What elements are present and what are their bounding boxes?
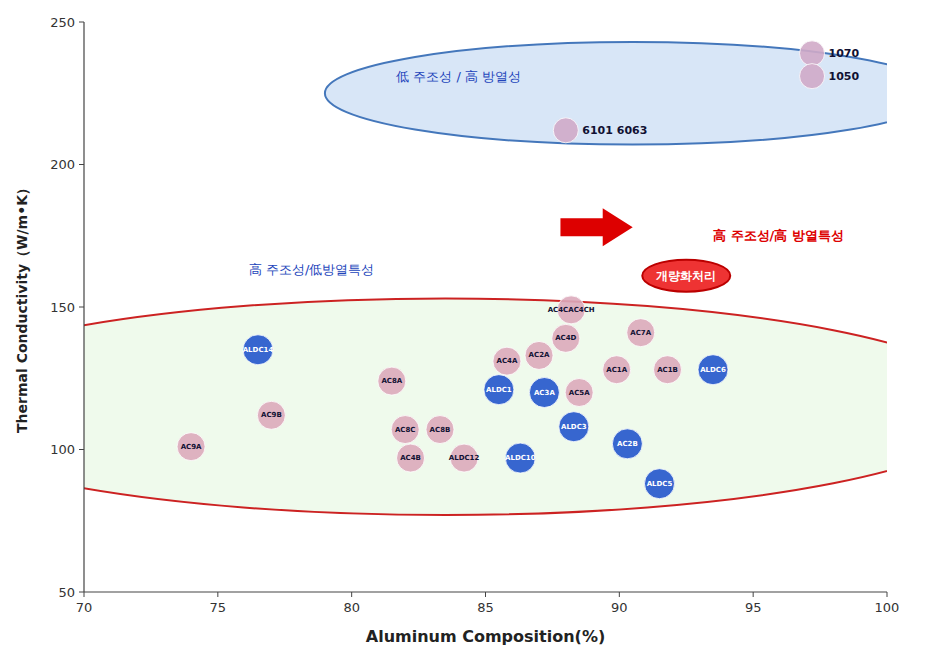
x-tick [887, 592, 888, 597]
point [800, 41, 825, 66]
point-label: ALDC10 [505, 454, 536, 462]
point-label: ALDC6 [700, 366, 726, 374]
x-tick [485, 592, 486, 597]
point-label: AC8A [381, 377, 402, 385]
point [559, 412, 589, 442]
x-tick [84, 592, 85, 597]
point-label: ALDC14 [243, 346, 274, 354]
point [391, 416, 419, 444]
x-tick-label: 70 [76, 600, 93, 615]
x-tick-label: 100 [875, 600, 900, 615]
point-label: AC4CAC4CH [548, 306, 595, 314]
y-tick [79, 164, 84, 165]
plot-area [84, 41, 887, 515]
y-axis-label: Thermal Conductivity（W/m•K） [14, 181, 30, 433]
point [426, 416, 454, 444]
y-tick-label: 200 [50, 157, 75, 172]
point [644, 469, 674, 499]
point [493, 347, 521, 375]
y-tick [79, 449, 84, 450]
series [243, 335, 728, 499]
series [177, 296, 681, 472]
point [552, 324, 580, 352]
point [484, 375, 514, 405]
x-axis-label: Aluminum Composition(%) [366, 627, 605, 646]
point-label: AC1B [657, 366, 678, 374]
x-tick [217, 592, 218, 597]
point [698, 355, 728, 385]
point-label: AC4D [555, 334, 576, 342]
point-label: ALDC5 [647, 480, 673, 488]
point [654, 356, 682, 384]
point [378, 367, 406, 395]
point-label: AC7A [630, 329, 651, 337]
point-label: AC4A [496, 357, 517, 365]
annotation: 高 주조성/低방열특성 [249, 262, 375, 277]
point [627, 319, 655, 347]
point [505, 443, 535, 473]
point-label: AC4B [400, 454, 421, 462]
point [612, 429, 642, 459]
axes: 70 75 80 85 90 95 100 50 100 150 200 250 [50, 15, 899, 616]
point-label: ALDC12 [449, 454, 480, 462]
x-tick-label: 75 [210, 600, 227, 615]
y-tick [79, 592, 84, 593]
point-labels: AC9A AC9B AC8A AC8C AC8B AC4B ALDC12 AC4A AC2A AC… [181, 47, 860, 488]
point-label: ALDC1 [486, 386, 512, 394]
x-tick-label: 95 [745, 600, 762, 615]
point-label: ALDC3 [561, 423, 587, 431]
chart: AC9A AC9B AC8A AC8C AC8B AC4B ALDC12 AC4A AC2A AC… [0, 0, 931, 658]
point-label: AC2A [529, 351, 550, 359]
point-label: 1070 [829, 47, 860, 60]
x-tick-label: 85 [477, 600, 494, 615]
point-label: AC1A [606, 366, 627, 374]
x-tick-label: 90 [611, 600, 628, 615]
y-tick-label: 50 [58, 585, 75, 600]
point-label: AC3A [534, 389, 555, 397]
region-ellipse [84, 298, 887, 515]
y-tick [79, 22, 84, 23]
y-tick-label: 250 [50, 15, 75, 30]
badge: 개량화처리 [642, 260, 730, 292]
point [177, 433, 205, 461]
point [800, 64, 825, 89]
y-tick-label: 100 [50, 442, 75, 457]
point-label: AC8C [395, 426, 416, 434]
y-tick [79, 307, 84, 308]
point [529, 378, 559, 408]
x-tick [351, 592, 352, 597]
point-label: AC9A [181, 443, 202, 451]
badge-label: 개량화처리 [656, 269, 716, 283]
arrow [560, 208, 632, 246]
point [243, 335, 273, 365]
annotation: 低 주조성 / 高 방열성 [396, 69, 521, 84]
point-label: AC9B [261, 411, 282, 419]
point-label: AC5A [569, 389, 590, 397]
x-tick [619, 592, 620, 597]
series [553, 41, 824, 143]
y-tick-label: 150 [50, 300, 75, 315]
point-label: 1050 [829, 70, 860, 83]
x-tick [753, 592, 754, 597]
point [603, 356, 631, 384]
point-label: AC8B [430, 426, 451, 434]
annotation: 高 주조성/高 방열특성 [713, 228, 844, 243]
point [565, 379, 593, 407]
point [397, 444, 425, 472]
point [257, 401, 285, 429]
point [525, 341, 553, 369]
point [553, 118, 578, 143]
x-tick-label: 80 [343, 600, 360, 615]
point-label: 6101 6063 [582, 124, 647, 137]
point-label: AC2B [617, 440, 638, 448]
badge-oval [642, 260, 730, 292]
